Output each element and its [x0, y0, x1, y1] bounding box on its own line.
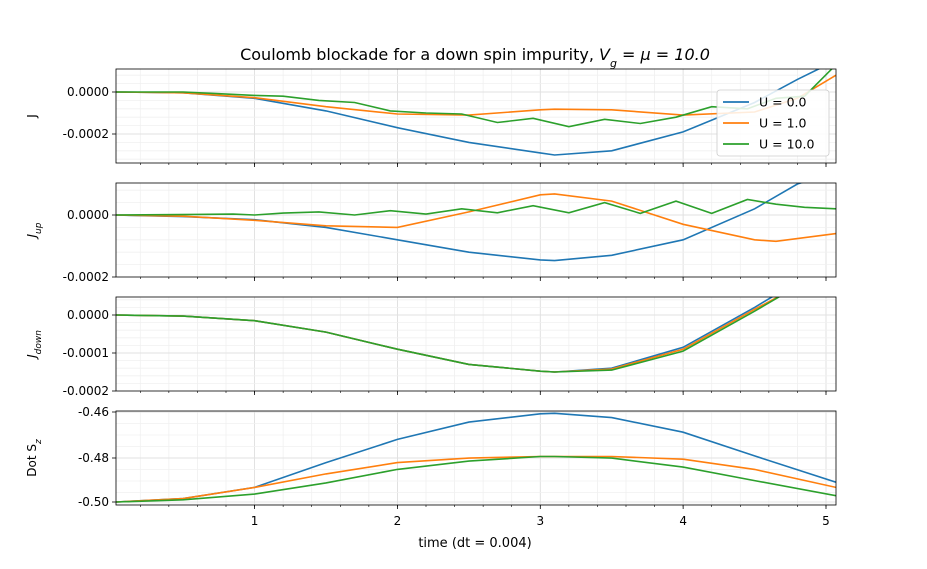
y-axis-label-text: Dot S [25, 444, 39, 477]
x-axis-label: time (dt = 0.004) [418, 536, 531, 551]
y-axis-label-sub: up [34, 222, 44, 234]
series-line [116, 183, 804, 262]
series-line [116, 193, 836, 243]
title-math-sub: g [610, 57, 617, 70]
y-tick-label: -0.0002 [63, 270, 109, 284]
legend-label: U = 10.0 [759, 137, 814, 152]
series-line [116, 198, 836, 216]
panel-dot_sz: 1 2 3 4 5 -0.46 -0.48 -0.50 Dot Sz [25, 405, 837, 528]
panel-J_up: 0.0000 -0.0002 Jup [25, 182, 837, 284]
axes-frame [115, 68, 837, 164]
axes-frame [115, 182, 837, 278]
y-axis-label-sub: down [34, 330, 44, 355]
y-tick-label: 0.0000 [67, 308, 109, 322]
legend: U = 0.0 U = 1.0 U = 10.0 [716, 89, 830, 157]
y-tick-label: -0.46 [78, 405, 109, 419]
legend-label: U = 0.0 [759, 95, 806, 110]
y-axis-label: Jdown [25, 330, 44, 360]
y-tick-label: -0.0002 [63, 127, 109, 141]
legend-label: U = 1.0 [759, 116, 806, 131]
series-line [116, 455, 836, 503]
title-math-rest: = μ = 10.0 [617, 45, 710, 64]
x-tick-label: 3 [536, 514, 544, 528]
y-axis-label: Jup [25, 222, 44, 239]
legend-box [716, 89, 830, 157]
x-tick-label: 4 [679, 514, 687, 528]
y-axis-label-text: J [25, 233, 39, 239]
panel-J_down: 0.0000 -0.0001 -0.0002 Jdown [25, 296, 837, 398]
y-axis-label: J [25, 114, 39, 119]
axes-frame [115, 296, 837, 392]
y-tick-label: -0.50 [78, 495, 109, 509]
y-tick-label: 0.0000 [67, 208, 109, 222]
chart-title: Coulomb blockade for a down spin impurit… [240, 45, 710, 70]
title-math-base: V [599, 45, 611, 64]
y-tick-label: -0.48 [78, 451, 109, 465]
y-tick-label: -0.0001 [63, 346, 109, 360]
y-axis-label-sub: z [34, 439, 44, 445]
panel-J: 0.0000 -0.0002 J U = 0.0 U = 1.0 U = 10.0 [25, 68, 837, 167]
y-axis-label-text: J [25, 114, 39, 119]
series-line [116, 297, 781, 373]
chart-title-math: Vg = μ = 10.0 [599, 45, 710, 70]
x-tick-label: 1 [251, 514, 259, 528]
series-line [116, 455, 836, 503]
x-tick-label: 2 [394, 514, 402, 528]
y-tick-label: 0.0000 [67, 85, 109, 99]
y-axis-label: Dot Sz [25, 439, 44, 477]
y-tick-label: -0.0002 [63, 384, 109, 398]
y-axis-label-text: J [25, 354, 39, 360]
series-line [116, 297, 780, 373]
x-tick-label: 5 [822, 514, 830, 528]
chart-title-text: Coulomb blockade for a down spin impurit… [240, 45, 599, 64]
